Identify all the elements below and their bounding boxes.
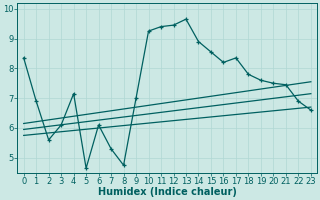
- X-axis label: Humidex (Indice chaleur): Humidex (Indice chaleur): [98, 187, 237, 197]
